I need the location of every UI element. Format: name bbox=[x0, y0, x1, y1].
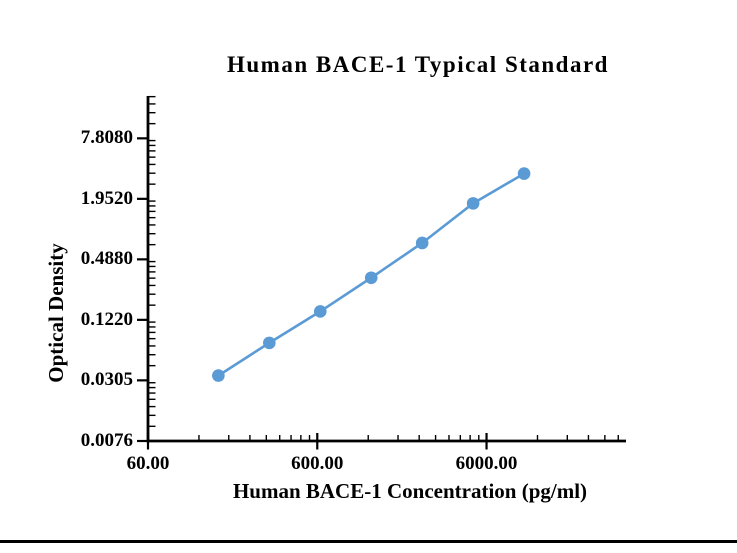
y-tick-label: 0.0076 bbox=[80, 430, 133, 451]
x-tick-label: 600.00 bbox=[291, 453, 344, 474]
data-point-marker bbox=[466, 197, 480, 210]
y-tick-label: 0.1220 bbox=[80, 308, 133, 330]
x-tick-label: 60.00 bbox=[126, 453, 170, 474]
x-tick-label: 6000.00 bbox=[455, 453, 518, 474]
data-point-marker bbox=[263, 336, 276, 350]
footer-divider bbox=[0, 540, 737, 543]
data-point-marker bbox=[212, 369, 225, 382]
y-tick-label: 1.9520 bbox=[80, 187, 133, 209]
y-tick-label: 7.8080 bbox=[80, 127, 133, 149]
data-point-marker bbox=[415, 236, 429, 250]
chart-title: Human BACE-1 Typical Standard bbox=[227, 52, 609, 77]
x-axis-label: Human BACE-1 Concentration (pg/ml) bbox=[232, 479, 588, 503]
y-tick-label: 0.4880 bbox=[80, 248, 133, 270]
data-point-marker bbox=[517, 167, 531, 180]
y-tick-label: 0.0305 bbox=[80, 369, 133, 391]
data-point-marker bbox=[313, 305, 327, 318]
data-point-marker bbox=[364, 271, 378, 285]
